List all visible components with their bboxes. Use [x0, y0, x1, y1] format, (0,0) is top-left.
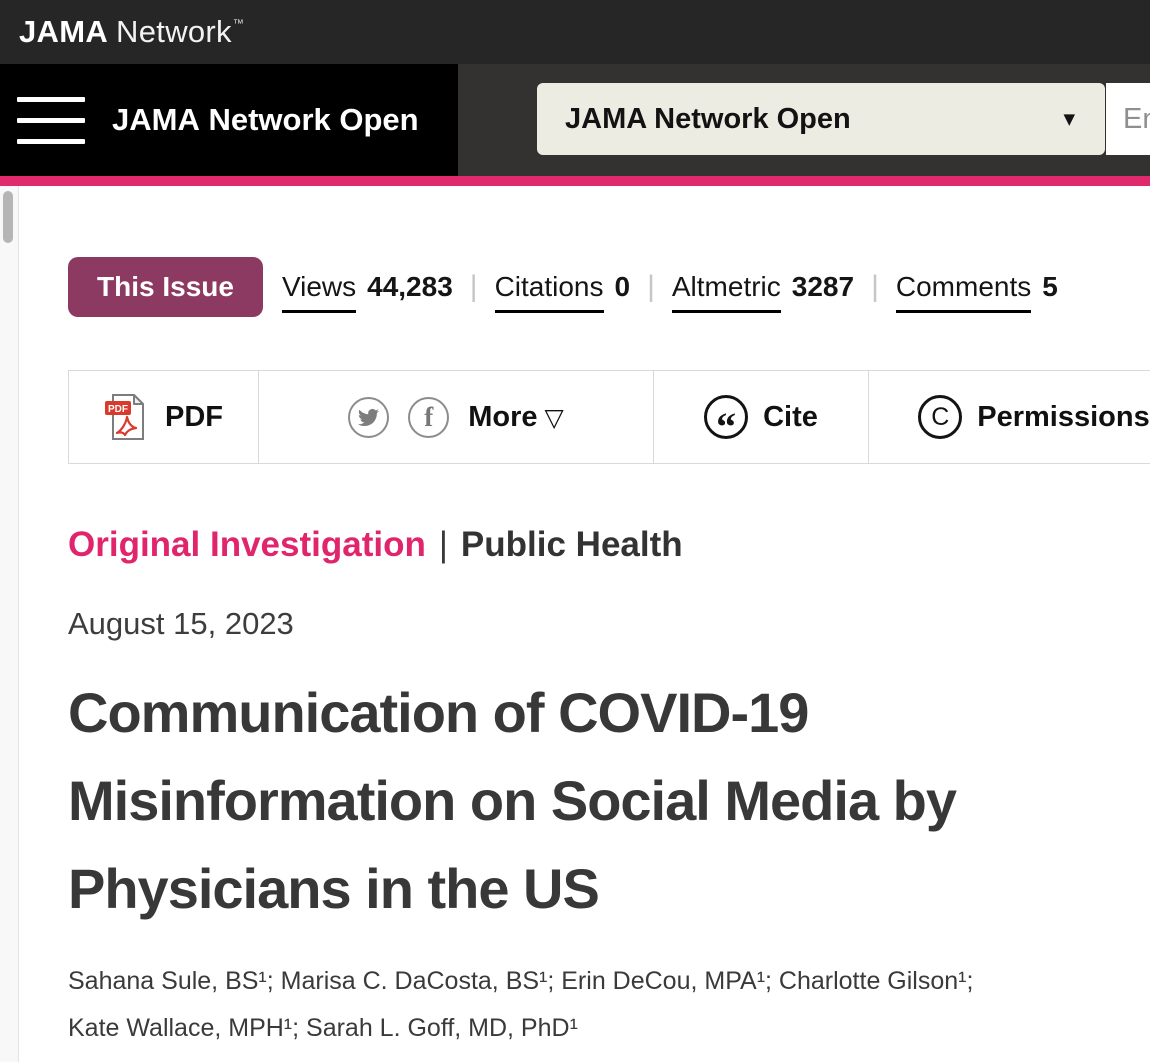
- metrics-bar: Views 44,283 | Citations 0 | Altmetric 3287…: [281, 270, 1058, 313]
- journal-title-jama: JAMA: [112, 102, 200, 137]
- metric-views[interactable]: Views 44,283: [281, 271, 453, 313]
- title-line: Misinformation on Social Media by: [68, 769, 957, 832]
- scrollbar-thumb[interactable]: [3, 191, 13, 243]
- article-toolbar: PDF PDF f More ▽ “ Cite: [68, 370, 1150, 464]
- twitter-button[interactable]: [348, 396, 390, 438]
- authors-line[interactable]: Kate Wallace, MPH¹; Sarah L. Goff, MD, P…: [68, 1014, 578, 1042]
- cite-button[interactable]: “ Cite: [654, 371, 869, 463]
- copyright-icon: C: [918, 395, 963, 439]
- pdf-button[interactable]: PDF PDF: [69, 371, 259, 463]
- metric-label[interactable]: Citations: [494, 271, 604, 313]
- journal-title-rest: Network Open: [208, 102, 419, 137]
- article-category-link[interactable]: Original Investigation: [68, 525, 426, 564]
- metric-value: 3287: [791, 271, 855, 302]
- trademark-symbol: ™: [232, 18, 245, 30]
- facebook-button[interactable]: f: [408, 396, 450, 438]
- metric-divider: |: [469, 270, 478, 303]
- more-button[interactable]: More ▽: [468, 401, 564, 434]
- jama-network-logo[interactable]: JAMA Network™: [19, 14, 244, 50]
- cite-quote-icon: “: [704, 395, 749, 439]
- issue-metrics-row: This Issue Views 44,283 | Citations 0 | Al…: [68, 257, 1150, 317]
- article-title: Communication of COVID-19 Misinformation…: [68, 669, 1150, 933]
- pdf-icon: PDF: [105, 394, 144, 440]
- search-scope-value: JAMA Network Open: [565, 102, 851, 135]
- journal-title-link[interactable]: JAMA Network Open: [112, 102, 419, 138]
- metric-divider: |: [871, 270, 879, 303]
- author-list[interactable]: Sahana Sule, BS¹; Marisa C. DaCosta, BS¹…: [68, 958, 1150, 1052]
- journal-bar: JAMA Network Open JAMA Network Open ▼ En: [0, 64, 1150, 176]
- logo-network: Network: [116, 14, 232, 49]
- permissions-label: Permissions: [977, 400, 1150, 433]
- title-line: Physicians in the US: [68, 857, 600, 920]
- caret-down-outline-icon: ▽: [544, 402, 564, 432]
- chevron-down-icon: ▼: [1063, 110, 1075, 128]
- more-label: More: [468, 400, 538, 433]
- facebook-icon: f: [424, 401, 434, 432]
- article-content: This Issue Views 44,283 | Citations 0 | Al…: [68, 257, 1150, 1052]
- metric-altmetric[interactable]: Altmetric 3287: [671, 271, 855, 313]
- search-input-text: En: [1123, 102, 1150, 135]
- metric-citations[interactable]: Citations 0: [494, 271, 631, 313]
- brand-bar: JAMA Network™: [0, 0, 1150, 64]
- menu-icon[interactable]: [17, 96, 85, 144]
- title-line: Communication of COVID-19: [68, 681, 809, 744]
- metric-label[interactable]: Comments: [895, 271, 1032, 313]
- metric-value: 0: [614, 271, 631, 302]
- metric-value: 5: [1042, 271, 1058, 302]
- logo-jama: JAMA: [19, 14, 109, 49]
- permissions-button[interactable]: C Permissions: [869, 371, 1150, 463]
- metric-divider: |: [647, 270, 655, 303]
- search-scope-dropdown[interactable]: JAMA Network Open ▼: [537, 83, 1105, 155]
- category-separator: |: [438, 525, 448, 564]
- metric-value: 44,283: [367, 271, 453, 302]
- metric-label[interactable]: Altmetric: [671, 271, 781, 313]
- svg-text:PDF: PDF: [108, 404, 128, 415]
- share-cell: f More ▽: [259, 371, 654, 463]
- cite-label: Cite: [763, 400, 818, 433]
- authors-line[interactable]: Sahana Sule, BS¹; Marisa C. DaCosta, BS¹…: [68, 967, 974, 995]
- left-scrollbar-track[interactable]: [0, 186, 19, 1062]
- this-issue-button[interactable]: This Issue: [68, 257, 263, 317]
- twitter-icon: [358, 408, 380, 426]
- pdf-label: PDF: [165, 400, 223, 433]
- publication-date: August 15, 2023: [68, 606, 294, 641]
- accent-divider: [0, 176, 1150, 186]
- metric-label[interactable]: Views: [281, 271, 357, 313]
- category-row: Original Investigation | Public Health: [68, 525, 1150, 565]
- journal-header-box: JAMA Network Open: [0, 64, 458, 176]
- search-input[interactable]: En: [1106, 83, 1150, 155]
- article-topic-link[interactable]: Public Health: [460, 525, 683, 564]
- metric-comments[interactable]: Comments 5: [895, 271, 1058, 313]
